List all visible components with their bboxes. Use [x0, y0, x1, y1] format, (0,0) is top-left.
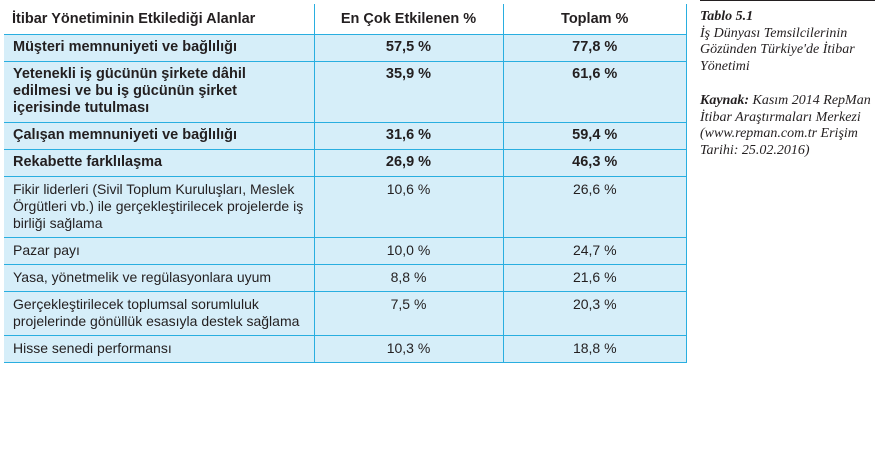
row-total: 61,6 %: [502, 61, 686, 123]
table-row: Müşteri memnuniyeti ve bağlılığı 57,5 % …: [4, 34, 686, 62]
table-row: Fikir liderleri (Sivil Toplum Kuruluşlar…: [4, 176, 686, 238]
table-row: Rekabette farklılaşma 26,9 % 46,3 %: [4, 149, 686, 177]
data-table-container: İtibar Yönetiminin Etkilediği Alanlar En…: [4, 4, 687, 363]
header-total: Toplam %: [502, 4, 686, 35]
row-most: 26,9 %: [313, 149, 503, 177]
source-text: Kasım 2014 RepMan İtibar Araştırmaları M…: [700, 93, 871, 158]
data-table: İtibar Yönetiminin Etkilediği Alanlar En…: [4, 4, 686, 362]
row-most: 10,6 %: [313, 176, 503, 238]
row-most: 57,5 %: [313, 34, 503, 62]
table-row: Hisse senedi performansı 10,3 % 18,8 %: [4, 335, 686, 362]
table-row: Yasa, yönetmelik ve regülasyonlara uyum …: [4, 264, 686, 292]
row-most: 8,8 %: [313, 264, 503, 292]
row-label: Rekabette farklılaşma: [4, 149, 314, 177]
row-label: Pazar payı: [4, 237, 314, 265]
source-label: Kaynak:: [700, 93, 749, 108]
row-most: 31,6 %: [313, 122, 503, 150]
row-total: 77,8 %: [502, 34, 686, 62]
table-row: Yetenekli iş gücünün şirkete dâhil edilm…: [4, 61, 686, 123]
row-label: Gerçekleştirilecek toplumsal sorumluluk …: [4, 291, 314, 336]
row-most: 7,5 %: [313, 291, 503, 336]
table-row: Pazar payı 10,0 % 24,7 %: [4, 237, 686, 265]
table-caption: Tablo 5.1 İş Dünyası Temsilcilerinin Göz…: [700, 0, 875, 159]
row-label: Yasa, yönetmelik ve regülasyonlara uyum: [4, 264, 314, 292]
header-areas: İtibar Yönetiminin Etkilediği Alanlar: [4, 4, 314, 35]
row-label: Müşteri memnuniyeti ve bağlılığı: [4, 34, 314, 62]
header-most-affected: En Çok Etkilenen %: [313, 4, 503, 35]
row-label: Çalışan memnuniyeti ve bağlılığı: [4, 122, 314, 150]
row-most: 10,0 %: [313, 237, 503, 265]
row-total: 21,6 %: [502, 264, 686, 292]
row-total: 46,3 %: [502, 149, 686, 177]
caption-source: Kaynak: Kasım 2014 RepMan İtibar Araştır…: [700, 93, 875, 159]
table-row: Çalışan memnuniyeti ve bağlılığı 31,6 % …: [4, 122, 686, 150]
row-total: 24,7 %: [502, 237, 686, 265]
row-total: 26,6 %: [502, 176, 686, 238]
row-most: 35,9 %: [313, 61, 503, 123]
row-total: 18,8 %: [502, 335, 686, 362]
row-label: Hisse senedi performansı: [4, 335, 314, 362]
table-row: Gerçekleştirilecek toplumsal sorumluluk …: [4, 291, 686, 336]
table-header-row: İtibar Yönetiminin Etkilediği Alanlar En…: [4, 4, 686, 35]
row-total: 20,3 %: [502, 291, 686, 336]
caption-label: Tablo 5.1: [700, 9, 754, 24]
caption-title: İş Dünyası Temsilcilerinin Gözünden Türk…: [700, 25, 855, 74]
row-label: Fikir liderleri (Sivil Toplum Kuruluşlar…: [4, 176, 314, 238]
row-total: 59,4 %: [502, 122, 686, 150]
row-most: 10,3 %: [313, 335, 503, 362]
row-label: Yetenekli iş gücünün şirkete dâhil edilm…: [4, 61, 314, 123]
